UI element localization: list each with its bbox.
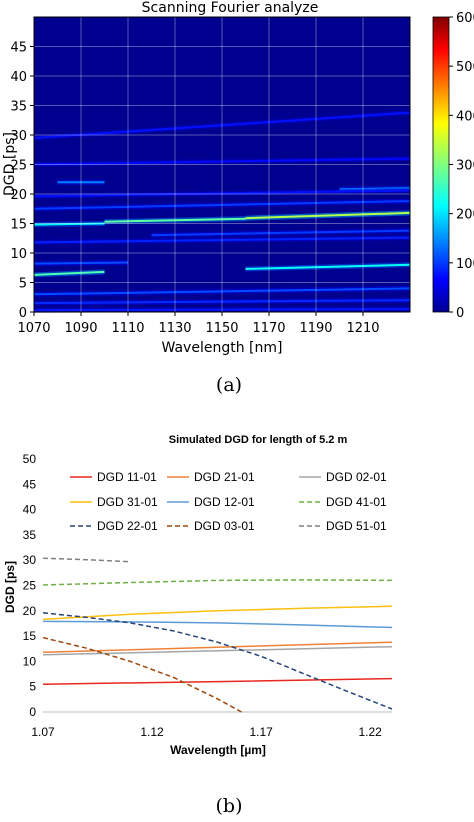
line-chart-title: Simulated DGD for length of 5.2 m (169, 434, 348, 446)
line-y-tick-label: 25 (23, 579, 37, 593)
line-x-tick-label: 1.17 (249, 725, 273, 739)
colorbar-ticks: 600 500 400 300 200 100 0 (449, 11, 474, 321)
legend: DGD 11-01 DGD 21-01 DGD 02-01 DGD 31-01 DGD … (70, 470, 387, 533)
heatmap-band (33, 189, 411, 198)
legend-label: DGD 41-01 (326, 495, 387, 509)
colorbar-tick-label: 600 (456, 11, 474, 26)
heatmap-band (151, 229, 411, 237)
colorbar-tick-label: 400 (456, 109, 474, 124)
line-y-tick-label: 15 (23, 629, 37, 643)
line-x-ticks: 1.07 1.12 1.17 1.22 (31, 725, 382, 739)
legend-label: DGD 12-01 (194, 495, 255, 509)
legend-label: DGD 03-01 (194, 519, 255, 533)
colorbar-tick-label: 200 (456, 208, 474, 223)
heatmap-xlabel: Wavelength [nm] (162, 340, 283, 356)
heatmap-band (33, 157, 411, 166)
line-x-tick-label: 1.22 (359, 725, 383, 739)
series-line-dgd-11-01 (42, 677, 393, 685)
heatmap-y-ticks: 0 5 10 15 20 25 30 35 40 45 (10, 41, 34, 321)
heatmap-band (33, 270, 105, 276)
series-line-dgd-22-01 (42, 612, 393, 710)
line-ylabel: DGD [ps] (3, 561, 17, 613)
line-y-tick-label: 45 (23, 477, 37, 491)
series-line-dgd-31-01 (42, 605, 393, 621)
line-y-tick-label: 10 (23, 654, 37, 668)
colorbar (432, 16, 450, 313)
heatmap-y-tick-label: 40 (10, 70, 27, 85)
line-y-tick-label: 5 (29, 680, 36, 694)
colorbar-tick-label: 0 (456, 306, 464, 321)
heatmap-band (33, 299, 411, 305)
series-line-dgd-41-01 (42, 579, 393, 586)
series-line-dgd-21-01 (42, 641, 393, 654)
line-y-tick-label: 0 (29, 705, 36, 719)
legend-label: DGD 21-01 (194, 470, 255, 484)
legend-label: DGD 31-01 (97, 495, 158, 509)
series-line-dgd-51-01 (42, 557, 131, 563)
line-x-tick-label: 1.07 (31, 725, 55, 739)
line-y-tick-label: 50 (23, 452, 37, 466)
heatmap-band (33, 236, 411, 244)
heatmap-band (33, 287, 411, 296)
heatmap-x-tick-label: 1110 (111, 321, 144, 336)
heatmap-y-tick-label: 45 (10, 41, 27, 56)
heatmap-y-tick-label: 25 (10, 159, 27, 174)
legend-label: DGD 02-01 (326, 470, 387, 484)
line-chart-panel: Simulated DGD for length of 5.2 m 0 5 10 15… (3, 434, 393, 817)
heatmap-x-tick-label: 1150 (205, 321, 238, 336)
heatmap-x-tick-label: 1210 (346, 321, 379, 336)
heatmap-band (339, 187, 411, 191)
line-x-tick-label: 1.12 (140, 725, 164, 739)
heatmap-band (33, 200, 411, 210)
series-line-dgd-12-01 (42, 620, 393, 629)
line-series (42, 557, 393, 713)
heatmap-y-tick-label: 10 (10, 247, 27, 262)
series-line-dgd-02-01 (42, 645, 393, 656)
heatmap-x-tick-label: 1090 (64, 321, 97, 336)
heatmap-band (33, 222, 105, 226)
line-xlabel: Wavelength [µm] (170, 743, 266, 757)
heatmap-band (33, 308, 411, 312)
heatmap-y-tick-label: 35 (10, 100, 27, 115)
heatmap-x-ticks: 1070 1090 1110 1130 1150 1170 1190 1210 (17, 312, 380, 336)
heatmap-y-tick-label: 5 (19, 277, 27, 292)
heatmap-y-tick-label: 30 (10, 129, 27, 144)
heatmap-x-tick-label: 1190 (299, 321, 332, 336)
legend-label: DGD 22-01 (97, 519, 158, 533)
colorbar-tick-label: 500 (456, 60, 474, 75)
heatmap-y-tick-label: 15 (10, 218, 27, 233)
colorbar-tick-label: 300 (456, 159, 474, 174)
heatmap-ylabel: DGD [ps] (2, 132, 18, 196)
heatmap-x-tick-label: 1130 (158, 321, 191, 336)
heatmap-band (245, 211, 411, 220)
legend-label: DGD 11-01 (97, 470, 157, 484)
heatmap-band (33, 111, 411, 139)
colorbar-tick-label: 100 (456, 257, 474, 272)
heatmap-x-tick-label: 1070 (17, 321, 50, 336)
heatmap-band (245, 263, 411, 270)
heatmap-title: Scanning Fourier analyze (142, 0, 319, 16)
heatmap-band (33, 261, 129, 265)
line-y-tick-label: 35 (23, 528, 37, 542)
line-y-tick-label: 40 (23, 503, 37, 517)
line-y-tick-label: 30 (23, 553, 37, 567)
line-y-ticks: 0 5 10 15 20 25 30 35 40 45 50 (23, 452, 37, 719)
legend-label: DGD 51-01 (326, 519, 387, 533)
heatmap-y-tick-label: 0 (19, 306, 27, 321)
panel-a-caption: (a) (216, 374, 242, 396)
heatmap-x-tick-label: 1170 (252, 321, 285, 336)
heatmap-y-tick-label: 20 (10, 188, 27, 203)
heatmap-band (104, 217, 246, 223)
line-y-tick-label: 20 (23, 604, 37, 618)
panel-b-caption: (b) (216, 795, 243, 817)
heatmap-bands (33, 110, 411, 313)
heatmap-panel: Scanning Fourier analyze 0 5 10 15 20 25 30 35 4… (2, 0, 474, 396)
series-line-dgd-03-01 (42, 636, 242, 713)
